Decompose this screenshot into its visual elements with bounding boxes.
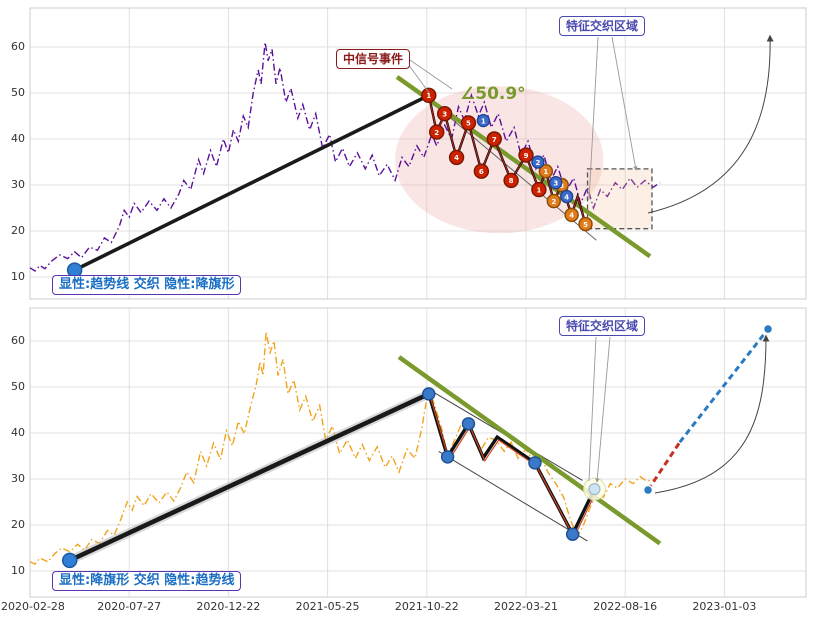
wave-marker-red-label: 4 xyxy=(454,154,459,162)
wave-marker-red xyxy=(460,115,477,131)
x-tick-label: 2021-05-25 xyxy=(295,600,360,613)
wave-marker-red-label: 8 xyxy=(509,177,514,185)
x-tick-label: 2021-10-22 xyxy=(394,600,459,613)
weave-connector-line-top xyxy=(588,36,599,201)
wave-marker-red xyxy=(531,181,547,198)
wave-marker-blue xyxy=(560,189,574,204)
wave-marker-red xyxy=(503,172,519,189)
wave-marker-orange-label: 2 xyxy=(551,198,556,206)
wave-marker-red xyxy=(518,147,534,163)
weave-connector-line-bottom xyxy=(588,336,597,482)
wave-marker-red xyxy=(473,163,490,179)
zigzag-marker-blue xyxy=(461,417,476,431)
y-tick-label: 30 xyxy=(11,178,25,191)
rise-line-red xyxy=(646,441,682,491)
wave-marker-orange xyxy=(564,207,579,223)
wave-marker-orange xyxy=(538,163,554,179)
x-tick-label: 2022-08-16 xyxy=(593,600,658,613)
wave-marker-orange-label: 5 xyxy=(583,221,588,229)
wave-marker-orange-label: 3 xyxy=(559,182,564,190)
panel-border xyxy=(29,307,807,598)
y-tick-label: 10 xyxy=(11,270,25,283)
x-tick-label: 2020-12-22 xyxy=(196,600,261,613)
y-tick-label: 20 xyxy=(11,518,25,531)
price-series-bottom xyxy=(29,331,654,565)
weave-connector-line-top xyxy=(611,36,638,171)
flag-zigzag-red xyxy=(429,396,597,539)
pattern-summary-label-bottom: 显性:降旗形 交织 隐性:趋势线 xyxy=(52,571,242,591)
wave-marker-orange-label: 1 xyxy=(543,168,548,176)
wave-marker-red-label: 3 xyxy=(442,110,447,118)
wave-marker-orange-label: 4 xyxy=(569,212,574,220)
signal-event-label: 中信号事件 xyxy=(336,49,411,69)
panel-border xyxy=(29,7,807,300)
wave-marker-blue xyxy=(476,113,490,128)
y-tick-label: 40 xyxy=(11,426,25,439)
wave-marker-red xyxy=(421,87,437,104)
wave-marker-red-label: 1 xyxy=(536,186,541,194)
x-tick-label: 2022-03-21 xyxy=(494,600,558,613)
rise-pin-marker xyxy=(642,484,654,496)
wave-marker-blue-label: 4 xyxy=(564,193,569,201)
uptrend-line-bottom xyxy=(68,391,430,563)
weave-connector-line-bottom xyxy=(595,336,611,483)
wave-marker-blue-label: 2 xyxy=(535,159,540,167)
x-tick-label: 2023-01-03 xyxy=(692,600,757,613)
wave-marker-red-label: 5 xyxy=(466,120,471,128)
signal-connector-line xyxy=(407,63,431,95)
x-tick-label: 2020-02-28 xyxy=(1,600,65,613)
wave-marker-red-label: 9 xyxy=(524,152,529,160)
feature-weave-region-label-top: 特征交织区域 xyxy=(559,16,646,36)
trend-start-marker xyxy=(61,552,78,569)
flag-zigzag-black xyxy=(427,393,596,538)
flag-channel-lower xyxy=(438,450,588,542)
wave-marker-blue-label: 3 xyxy=(553,179,558,187)
wave-marker-orange xyxy=(546,193,561,209)
x-tick-label: 2020-07-27 xyxy=(97,600,162,613)
projection-arrow-bottom xyxy=(654,334,770,494)
feature-weave-region-label-bottom: 特征交织区域 xyxy=(559,316,646,336)
wave-marker-red-label: 7 xyxy=(492,136,497,144)
zigzag-marker-light xyxy=(588,483,601,496)
wave-marker-orange xyxy=(578,216,593,232)
angle-annotation: ∠50.9° xyxy=(460,84,526,104)
y-tick-label: 20 xyxy=(11,224,25,237)
wave-marker-red xyxy=(429,124,445,140)
signal-connector-line xyxy=(409,59,453,90)
wave-marker-red-label: 2 xyxy=(434,129,439,137)
y-tick-label: 60 xyxy=(11,334,25,347)
wave-marker-blue-label: 1 xyxy=(481,117,486,125)
y-tick-label: 40 xyxy=(11,132,25,145)
zigzag-marker-blue xyxy=(528,456,542,470)
green-downtrend-bottom xyxy=(397,355,662,546)
wave-marker-red-label: 1 xyxy=(426,92,431,100)
wave-marker-red xyxy=(448,149,465,166)
zigzag-marker-blue xyxy=(565,527,580,541)
uptrend-line-top xyxy=(73,92,433,272)
y-tick-label: 60 xyxy=(11,40,25,53)
price-series-top xyxy=(29,42,661,272)
y-tick-label: 10 xyxy=(11,564,25,577)
rise-pin-marker xyxy=(762,323,774,335)
y-tick-label: 30 xyxy=(11,472,25,485)
wave-marker-blue xyxy=(549,176,563,190)
wave-marker-red xyxy=(486,131,502,147)
rise-line-blue xyxy=(678,328,770,444)
wave-marker-red-label: 6 xyxy=(479,168,484,176)
pattern-summary-label-top: 显性:趋势线 交织 隐性:降旗形 xyxy=(52,275,242,295)
zigzag-marker-blue xyxy=(440,450,455,464)
green-downtrend-top xyxy=(395,75,652,259)
zigzag-marker-blue xyxy=(422,387,436,401)
y-tick-label: 50 xyxy=(11,86,25,99)
y-tick-label: 50 xyxy=(11,380,25,393)
wave-marker-blue xyxy=(531,155,545,169)
wave-marker-red xyxy=(436,105,453,122)
projection-arrow-top xyxy=(647,34,774,214)
